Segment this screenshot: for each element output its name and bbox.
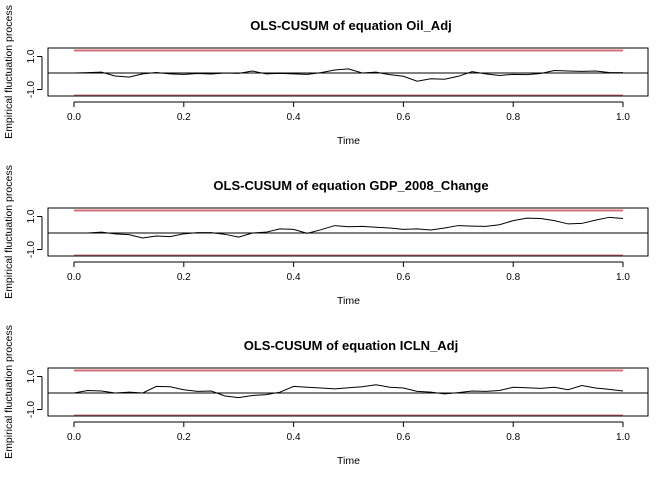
x-tick-label: 0.6 xyxy=(396,112,410,123)
y-tick-label: 1.0 xyxy=(26,369,37,383)
x-tick-label: 0.4 xyxy=(287,112,301,123)
x-tick-label: 0.4 xyxy=(287,272,301,283)
x-tick-label: 0.2 xyxy=(177,432,191,443)
y-tick-label: -1.0 xyxy=(26,80,37,98)
y-tick-label: 1.0 xyxy=(26,209,37,223)
cusum-series-line xyxy=(73,384,624,399)
cusum-panel-1: OLS-CUSUM of equation Oil_Adj 0.0 0.2 0.4 0.… xyxy=(3,5,649,147)
x-tick-label: 0.2 xyxy=(177,272,191,283)
y-axis-label: Empirical fluctuation process xyxy=(3,5,15,139)
chart-title: OLS-CUSUM of equation GDP_2008_Change xyxy=(213,178,488,193)
cusum-series-line xyxy=(74,216,624,239)
plot-box xyxy=(47,207,649,257)
x-axis-label: Time xyxy=(337,455,360,467)
y-axis-label: Empirical fluctuation process xyxy=(3,165,15,299)
x-tick-label: 0.2 xyxy=(177,112,191,123)
x-tick-label: 0.0 xyxy=(67,112,81,123)
x-tick-label: 1.0 xyxy=(616,432,630,443)
x-tick-label: 0.8 xyxy=(506,432,520,443)
x-tick-label: 0.6 xyxy=(396,432,410,443)
plot-box xyxy=(47,367,649,417)
cusum-series-line xyxy=(73,68,624,82)
x-tick-label: 0.6 xyxy=(396,272,410,283)
x-tick-label: 1.0 xyxy=(616,272,630,283)
plot-box xyxy=(47,47,649,97)
x-tick-label: 0.8 xyxy=(506,112,520,123)
y-tick-label: -1.0 xyxy=(26,240,37,258)
chart-title: OLS-CUSUM of equation ICLN_Adj xyxy=(244,338,459,353)
x-tick-label: 0.8 xyxy=(506,272,520,283)
x-tick-label: 0.0 xyxy=(67,432,81,443)
chart-title: OLS-CUSUM of equation Oil_Adj xyxy=(250,18,452,33)
x-tick-label: 1.0 xyxy=(616,112,630,123)
x-tick-label: 0.4 xyxy=(287,432,301,443)
y-axis-label: Empirical fluctuation process xyxy=(3,325,15,459)
x-axis-label: Time xyxy=(337,135,360,147)
cusum-panel-3: OLS-CUSUM of equation ICLN_Adj 0.0 0.2 0.4 0… xyxy=(3,325,649,467)
cusum-panel-2: OLS-CUSUM of equation GDP_2008_Change 0.0… xyxy=(3,165,649,307)
y-tick-label: -1.0 xyxy=(26,400,37,418)
x-tick-label: 0.0 xyxy=(67,272,81,283)
x-axis-label: Time xyxy=(337,295,360,307)
y-tick-label: 1.0 xyxy=(26,49,37,63)
